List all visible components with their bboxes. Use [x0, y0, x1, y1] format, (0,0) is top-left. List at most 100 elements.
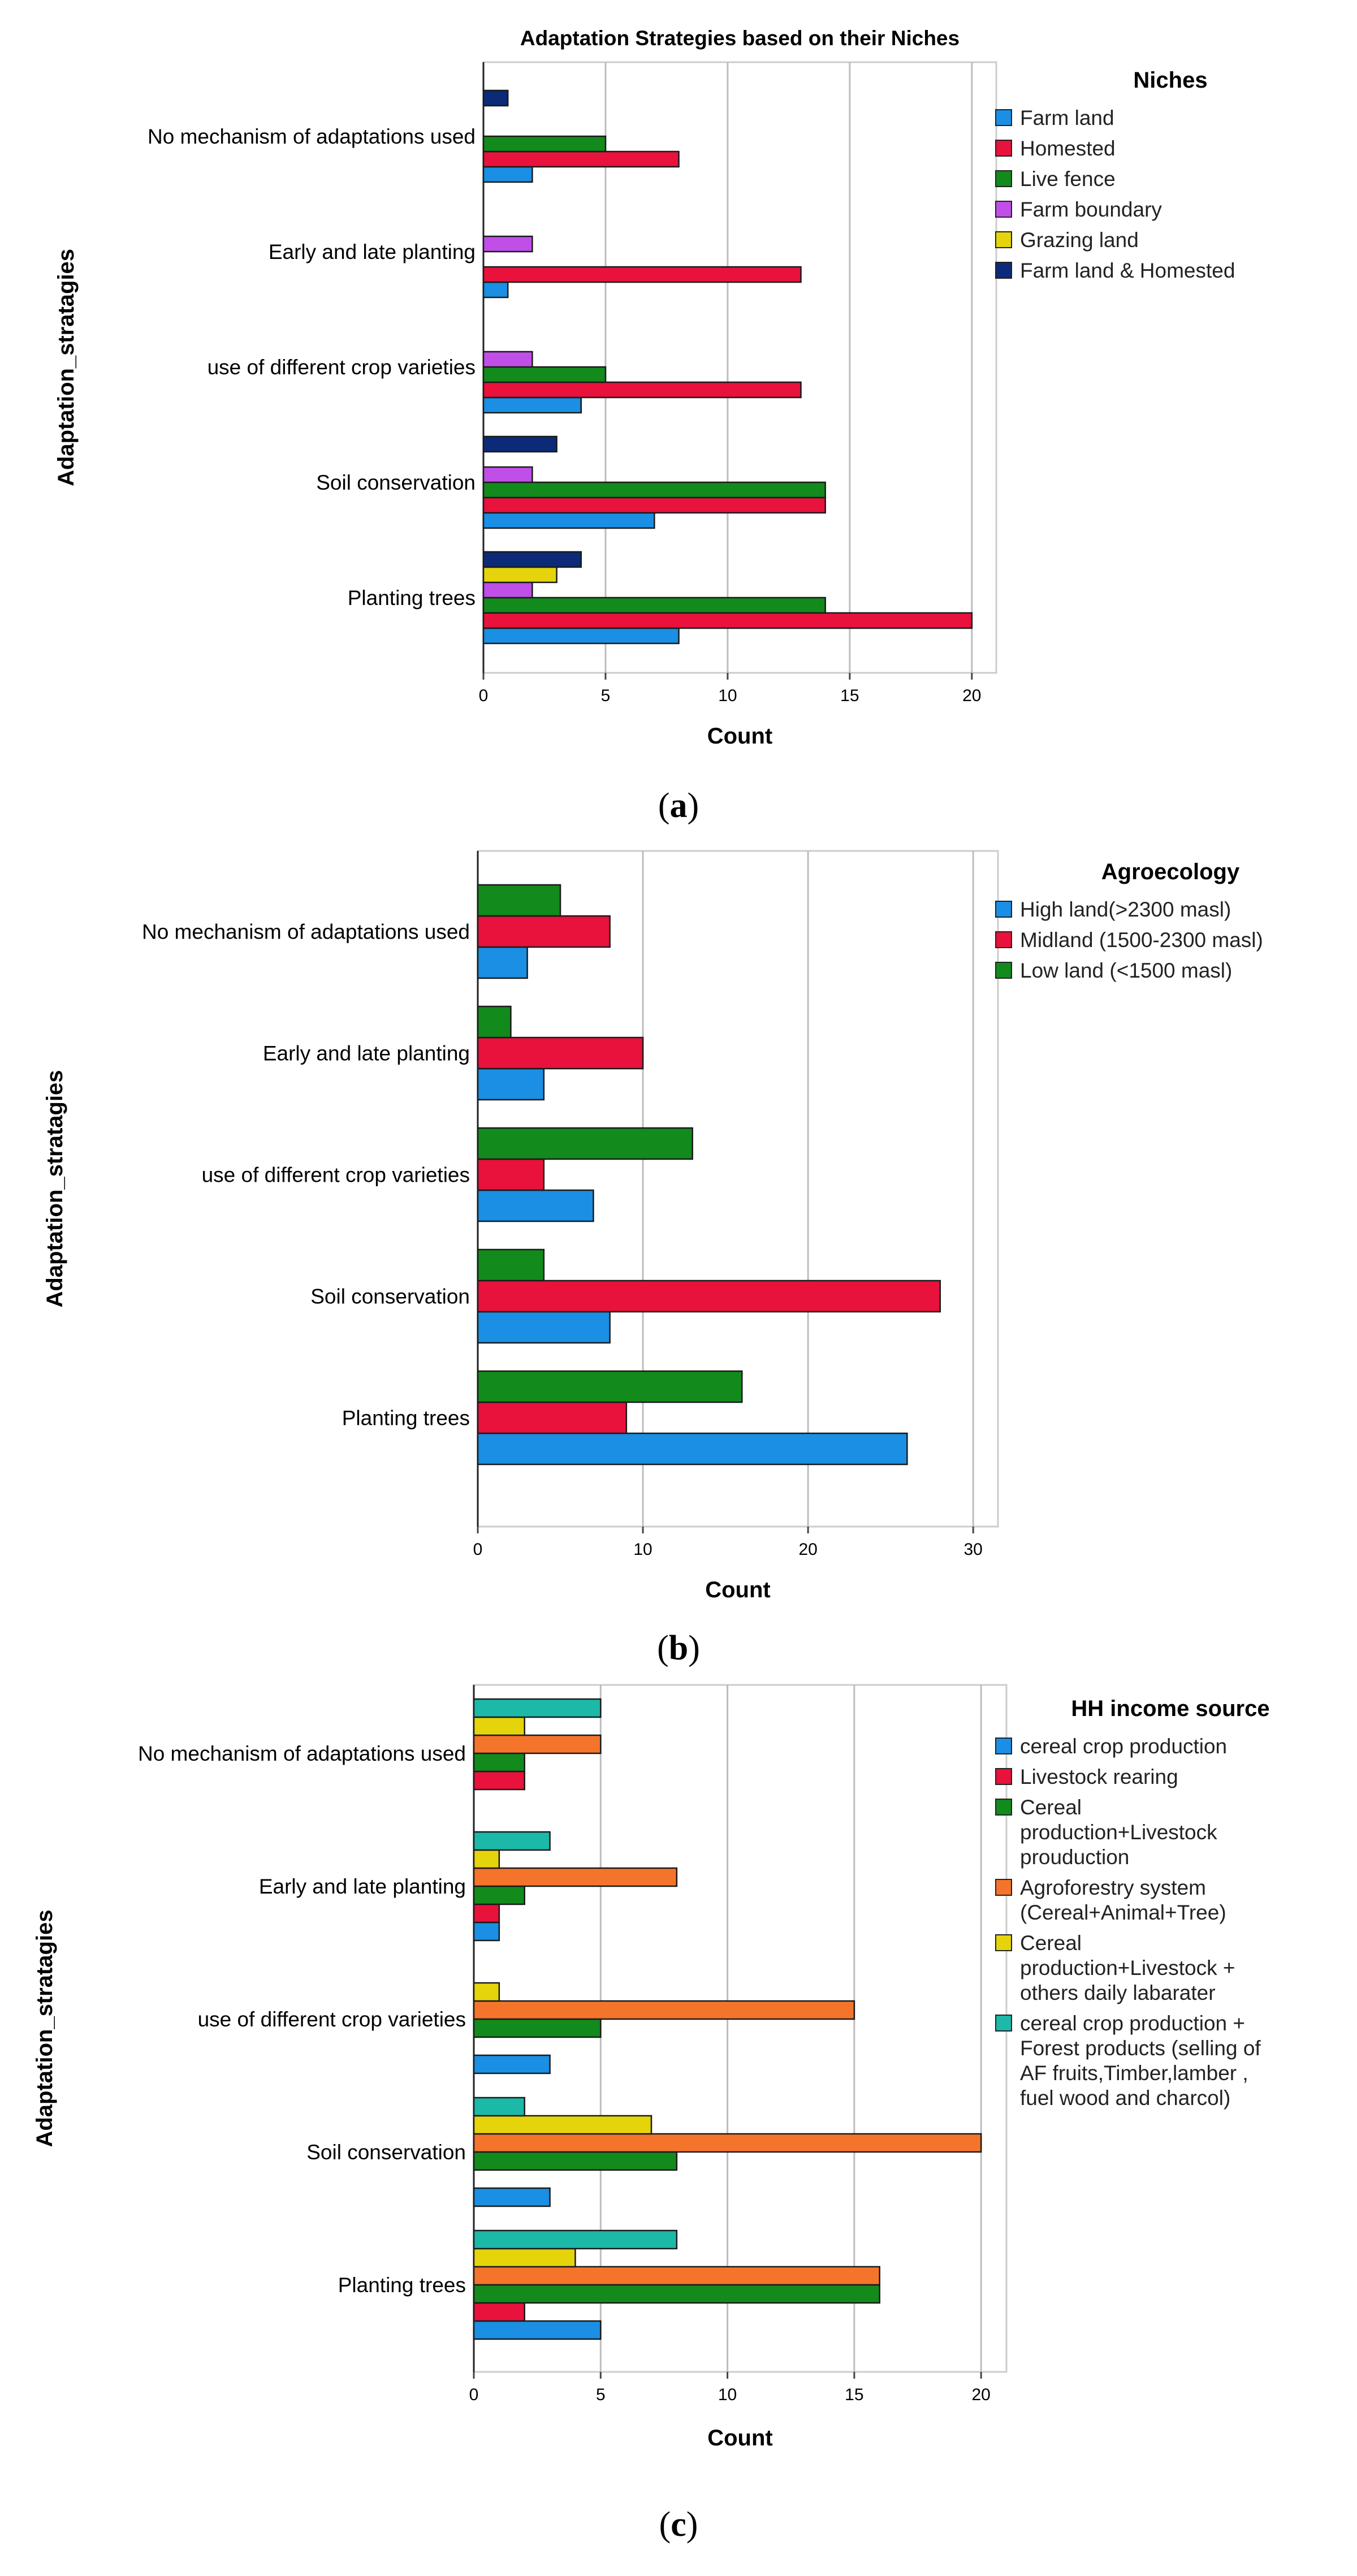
- caption-letter: a: [669, 786, 688, 825]
- legend-item: Farm land: [995, 106, 1346, 131]
- category-label: Early and late planting: [259, 1875, 466, 1898]
- category-label: Planting trees: [348, 586, 476, 610]
- category-label: use of different crop varieties: [202, 1164, 470, 1187]
- category-label: Soil conservation: [316, 471, 476, 494]
- legend-label: Live fence: [1020, 167, 1116, 191]
- x-tick-label: 10: [718, 2385, 737, 2404]
- bar: [482, 627, 680, 645]
- legend-item: cereal crop production: [995, 1734, 1346, 1759]
- legend-swatch: [995, 1737, 1012, 1754]
- bar: [473, 2133, 982, 2153]
- legend-item: Homested: [995, 136, 1346, 161]
- bar: [482, 135, 607, 153]
- bar: [473, 1752, 525, 1773]
- y-axis-label: Adaptation_stratagies: [42, 1070, 67, 1307]
- bar: [482, 281, 509, 299]
- legend-label: High land(>2300 masl): [1020, 898, 1231, 921]
- category-label: Early and late planting: [269, 240, 476, 263]
- bar: [473, 2151, 678, 2171]
- bar: [473, 2284, 880, 2304]
- legend-label: Farm land: [1020, 106, 1114, 129]
- chart-a: 0 5 10 15 20 Adaptation Strategies based on t…: [54, 27, 997, 749]
- caption-letter: b: [668, 1629, 689, 1667]
- category-label: Soil conservation: [310, 1285, 470, 1308]
- category-label: No mechanism of adaptations used: [148, 125, 476, 148]
- legend-item: Farm boundary: [995, 197, 1346, 222]
- legend-swatch: [995, 109, 1012, 126]
- x-tick-label: 0: [473, 1540, 483, 1559]
- x-tick-label: 15: [840, 686, 859, 705]
- legend-swatch: [995, 1879, 1012, 1896]
- x-axis-label: Count: [707, 724, 773, 749]
- chart-b: 0 10 20 30 Count Adaptation_stratagies No mech…: [42, 850, 999, 1602]
- category-label: Planting trees: [342, 1407, 470, 1430]
- caption-letter: c: [671, 2505, 686, 2544]
- legend-item: Cereal production+Livestock + others dai…: [995, 1931, 1346, 2006]
- legend-b: Agroecology High land(>2300 masl) Midland…: [995, 859, 1346, 989]
- bar: [473, 2187, 551, 2207]
- bar: [482, 597, 826, 614]
- legend-swatch: [995, 901, 1012, 918]
- x-axis-label: Count: [705, 1577, 771, 1602]
- chart-title: Adaptation Strategies based on their Nic…: [520, 27, 960, 50]
- bar: [482, 435, 558, 453]
- bar: [473, 2266, 880, 2286]
- legend-swatch: [995, 262, 1012, 279]
- legend-label: cereal crop production + Forest products…: [1020, 2012, 1261, 2110]
- legend-label: Cereal production+Livestock + others dai…: [1020, 1931, 1235, 2004]
- x-tick-label: 15: [845, 2385, 863, 2404]
- legend-title: Niches: [1133, 68, 1208, 93]
- caption-b: (b): [657, 1629, 700, 1667]
- legend-swatch: [995, 231, 1012, 248]
- bar: [477, 1036, 644, 1070]
- bar: [473, 1831, 551, 1851]
- bar: [477, 1401, 628, 1434]
- bar: [477, 1248, 545, 1282]
- bar: [477, 884, 561, 917]
- x-tick-label: 0: [479, 686, 489, 705]
- legend-item: Grazing land: [995, 228, 1346, 253]
- bar: [473, 1849, 500, 1869]
- category-label: use of different crop varieties: [198, 2008, 466, 2031]
- bar: [477, 1005, 512, 1039]
- legend-swatch: [995, 1934, 1012, 1951]
- legend-item: Livestock rearing: [995, 1765, 1346, 1790]
- bar: [473, 2000, 855, 2020]
- bar: [473, 1698, 602, 1718]
- x-axis-label: Count: [707, 2426, 773, 2450]
- bar: [477, 915, 611, 948]
- legend-swatch: [995, 2015, 1012, 2032]
- category-label: use of different crop varieties: [208, 356, 476, 379]
- legend-swatch: [995, 140, 1012, 157]
- chart-panel-b: 0 10 20 30 Count Adaptation_stratagies No mech…: [0, 837, 1357, 1685]
- x-tick-label: 5: [601, 686, 611, 705]
- legend-swatch: [995, 931, 1012, 948]
- bar: [473, 2097, 525, 2117]
- bar: [473, 1885, 525, 1905]
- legend-a: Niches Farm land Homested Live fence Farm b…: [995, 68, 1346, 289]
- legend-swatch: [995, 1799, 1012, 1816]
- legend-swatch: [995, 201, 1012, 218]
- bar: [482, 150, 680, 168]
- legend-label: Agroforestry system (Cereal+Animal+Tree): [1020, 1876, 1226, 1924]
- legend-item: Low land (<1500 masl): [995, 958, 1346, 983]
- bar: [473, 2302, 525, 2322]
- bar: [477, 1189, 594, 1222]
- legend-label: Farm land & Homested: [1020, 259, 1235, 282]
- bar: [482, 89, 509, 107]
- legend-label: Grazing land: [1020, 228, 1139, 252]
- bar: [482, 235, 533, 253]
- bar: [477, 946, 528, 979]
- category-label: No mechanism of adaptations used: [138, 1742, 466, 1765]
- category-label: No mechanism of adaptations used: [142, 920, 470, 944]
- y-axis-label: Adaptation_stratagies: [54, 249, 79, 486]
- legend-label: Homested: [1020, 137, 1116, 160]
- legend-item: Cereal production+Livestock prouduction: [995, 1795, 1346, 1870]
- bar: [473, 2247, 576, 2268]
- legend-swatch: [995, 962, 1012, 979]
- bar: [473, 1903, 500, 1924]
- x-tick-label: 20: [971, 2385, 990, 2404]
- bar: [473, 1770, 525, 1791]
- x-tick-label: 30: [964, 1540, 983, 1559]
- bar: [482, 396, 582, 414]
